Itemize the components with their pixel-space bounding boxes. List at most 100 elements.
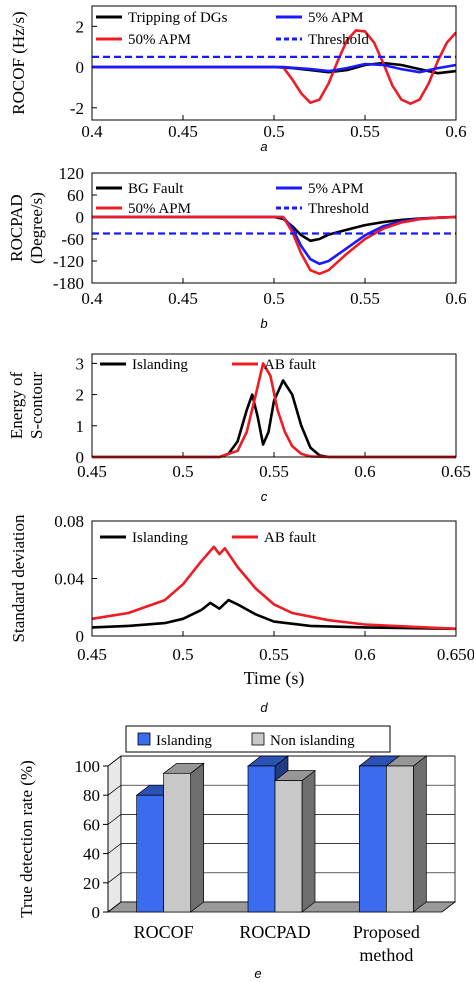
panel-caption: c bbox=[261, 489, 268, 504]
x-axis-label: Time (s) bbox=[244, 668, 305, 689]
legend-label: Threshold bbox=[308, 201, 369, 217]
bar-non-islanding bbox=[162, 762, 205, 913]
legend-label: Islanding bbox=[132, 530, 188, 546]
x-tick-label: 0.5 bbox=[172, 462, 193, 481]
category-label-line: ROCPAD bbox=[239, 922, 310, 942]
bar-front bbox=[358, 765, 387, 913]
panel-caption: e bbox=[254, 966, 261, 981]
y-axis-label: Energy ofS-contour bbox=[7, 372, 46, 440]
legend: Islanding Non islanding bbox=[125, 725, 391, 753]
side-wall bbox=[107, 755, 122, 913]
panel-caption: d bbox=[260, 700, 268, 715]
x-tick-label: 0.45 bbox=[168, 122, 198, 141]
y-tick-label: 2 bbox=[76, 386, 85, 405]
category-label: Proposed method bbox=[353, 922, 420, 965]
y-tick-label: 3 bbox=[76, 354, 85, 373]
x-tick-label: 0.5 bbox=[263, 289, 284, 308]
series-line-5-apm bbox=[92, 215, 457, 266]
y-tick-label: -180 bbox=[53, 274, 84, 293]
chart-d: 0.45 0.5 0.55 0.6 0.650 0 0.04 0.08 Standard dev… bbox=[9, 512, 474, 715]
x-tick-label: 0.650 bbox=[437, 645, 474, 664]
gridline bbox=[107, 755, 455, 767]
y-axis-label: True detection rate (%) bbox=[17, 760, 36, 918]
legend-label: Tripping of DGs bbox=[128, 10, 228, 26]
y-axis-label-line: Energy of bbox=[7, 372, 26, 440]
bar-front bbox=[136, 794, 165, 913]
y-tick-label: -120 bbox=[53, 252, 84, 271]
plot-frame bbox=[91, 172, 457, 284]
series-line-islanding bbox=[92, 379, 456, 459]
panel-caption: a bbox=[260, 139, 267, 154]
bar-non-islanding bbox=[273, 769, 317, 913]
bar-front bbox=[385, 765, 414, 913]
x-tick-label: 0.5 bbox=[172, 645, 193, 664]
y-axis-label-line: S-contour bbox=[27, 372, 46, 439]
chart-e: 0 20 40 60 80 100 ROCOF ROCPAD Proposed method Isl… bbox=[17, 725, 457, 981]
legend-label: 5% APM bbox=[308, 181, 363, 197]
y-tick-label: 0 bbox=[76, 58, 85, 77]
panel-caption: b bbox=[260, 316, 267, 331]
legend-swatch bbox=[251, 732, 265, 746]
legend-label: 50% APM bbox=[128, 201, 191, 217]
y-tick-label: 100 bbox=[75, 757, 101, 776]
series-line-50-apm bbox=[92, 29, 457, 105]
x-tick-label: 0.6 bbox=[354, 645, 375, 664]
plot-frame bbox=[91, 5, 457, 121]
y-axis-label: Standard deviation bbox=[9, 514, 28, 642]
x-tick-label: 0.55 bbox=[350, 122, 380, 141]
bar-front bbox=[163, 772, 192, 913]
series-line-50-apm bbox=[92, 215, 457, 276]
plot-frame bbox=[91, 353, 457, 458]
y-axis-label-line: ROCPAD bbox=[7, 194, 26, 261]
legend-box bbox=[125, 725, 391, 753]
plot-frame bbox=[91, 520, 457, 637]
y-tick-label: 0 bbox=[76, 448, 85, 467]
legend-label: 50% APM bbox=[128, 32, 191, 48]
x-tick-label: 0.55 bbox=[259, 645, 289, 664]
y-axis-label-line: (Degree/s) bbox=[27, 192, 46, 264]
x-tick-label: 0.4 bbox=[81, 289, 103, 308]
x-tick-label: 0.45 bbox=[77, 645, 107, 664]
bar-side bbox=[412, 755, 427, 913]
bar-front bbox=[247, 765, 276, 913]
y-tick-label: 0.04 bbox=[54, 570, 84, 589]
x-tick-label: 0.45 bbox=[77, 462, 107, 481]
y-tick-label: 40 bbox=[83, 845, 100, 864]
legend-label: Non islanding bbox=[270, 733, 355, 749]
legend-label: AB fault bbox=[264, 530, 317, 546]
category-label-line: method bbox=[359, 945, 413, 965]
category-label: ROCOF bbox=[134, 922, 194, 942]
category-label-line: ROCOF bbox=[134, 922, 194, 942]
gridline bbox=[107, 814, 455, 825]
chart-b: 0.4 0.45 0.5 0.55 0.6 120 60 0 -60 -120 -180 ROCPAD… bbox=[7, 164, 467, 331]
y-tick-label: 0.08 bbox=[54, 512, 84, 531]
series-line-ab-fault bbox=[91, 545, 457, 631]
legend-label: Islanding bbox=[132, 357, 188, 373]
legend-label: Islanding bbox=[156, 733, 212, 749]
y-tick-label: 0 bbox=[76, 208, 85, 227]
y-tick-label: 60 bbox=[67, 186, 84, 205]
legend-label: BG Fault bbox=[128, 181, 184, 197]
legend-swatch bbox=[137, 732, 151, 746]
series-line-islanding bbox=[91, 598, 457, 631]
gridline bbox=[107, 784, 455, 796]
x-tick-label: 0.45 bbox=[168, 289, 198, 308]
x-tick-label: 0.65 bbox=[441, 462, 471, 481]
chart-c: 0.45 0.5 0.55 0.6 0.65 0 1 2 3 Energy ofS-contour… bbox=[7, 353, 471, 504]
series-line-5-apm bbox=[92, 62, 457, 74]
series-line-ab-fault bbox=[92, 362, 456, 459]
x-tick-label: 0.4 bbox=[81, 122, 103, 141]
x-tick-label: 0.6 bbox=[445, 122, 466, 141]
legend-label: 5% APM bbox=[308, 10, 363, 26]
y-tick-label: 1 bbox=[76, 417, 85, 436]
legend-label: Threshold bbox=[308, 32, 369, 48]
chart-a: 0.4 0.45 0.5 0.55 0.6 -2 0 2 ROCOF (Hz/s) a Trippi… bbox=[9, 5, 467, 154]
bar-front bbox=[274, 780, 303, 913]
y-tick-label: -60 bbox=[61, 230, 84, 249]
gridline bbox=[107, 872, 455, 884]
bar-side bbox=[301, 769, 316, 913]
y-axis-label: ROCPAD(Degree/s) bbox=[7, 192, 46, 264]
y-axis-label: ROCOF (Hz/s) bbox=[9, 11, 28, 114]
y-tick-label: 20 bbox=[83, 874, 100, 893]
